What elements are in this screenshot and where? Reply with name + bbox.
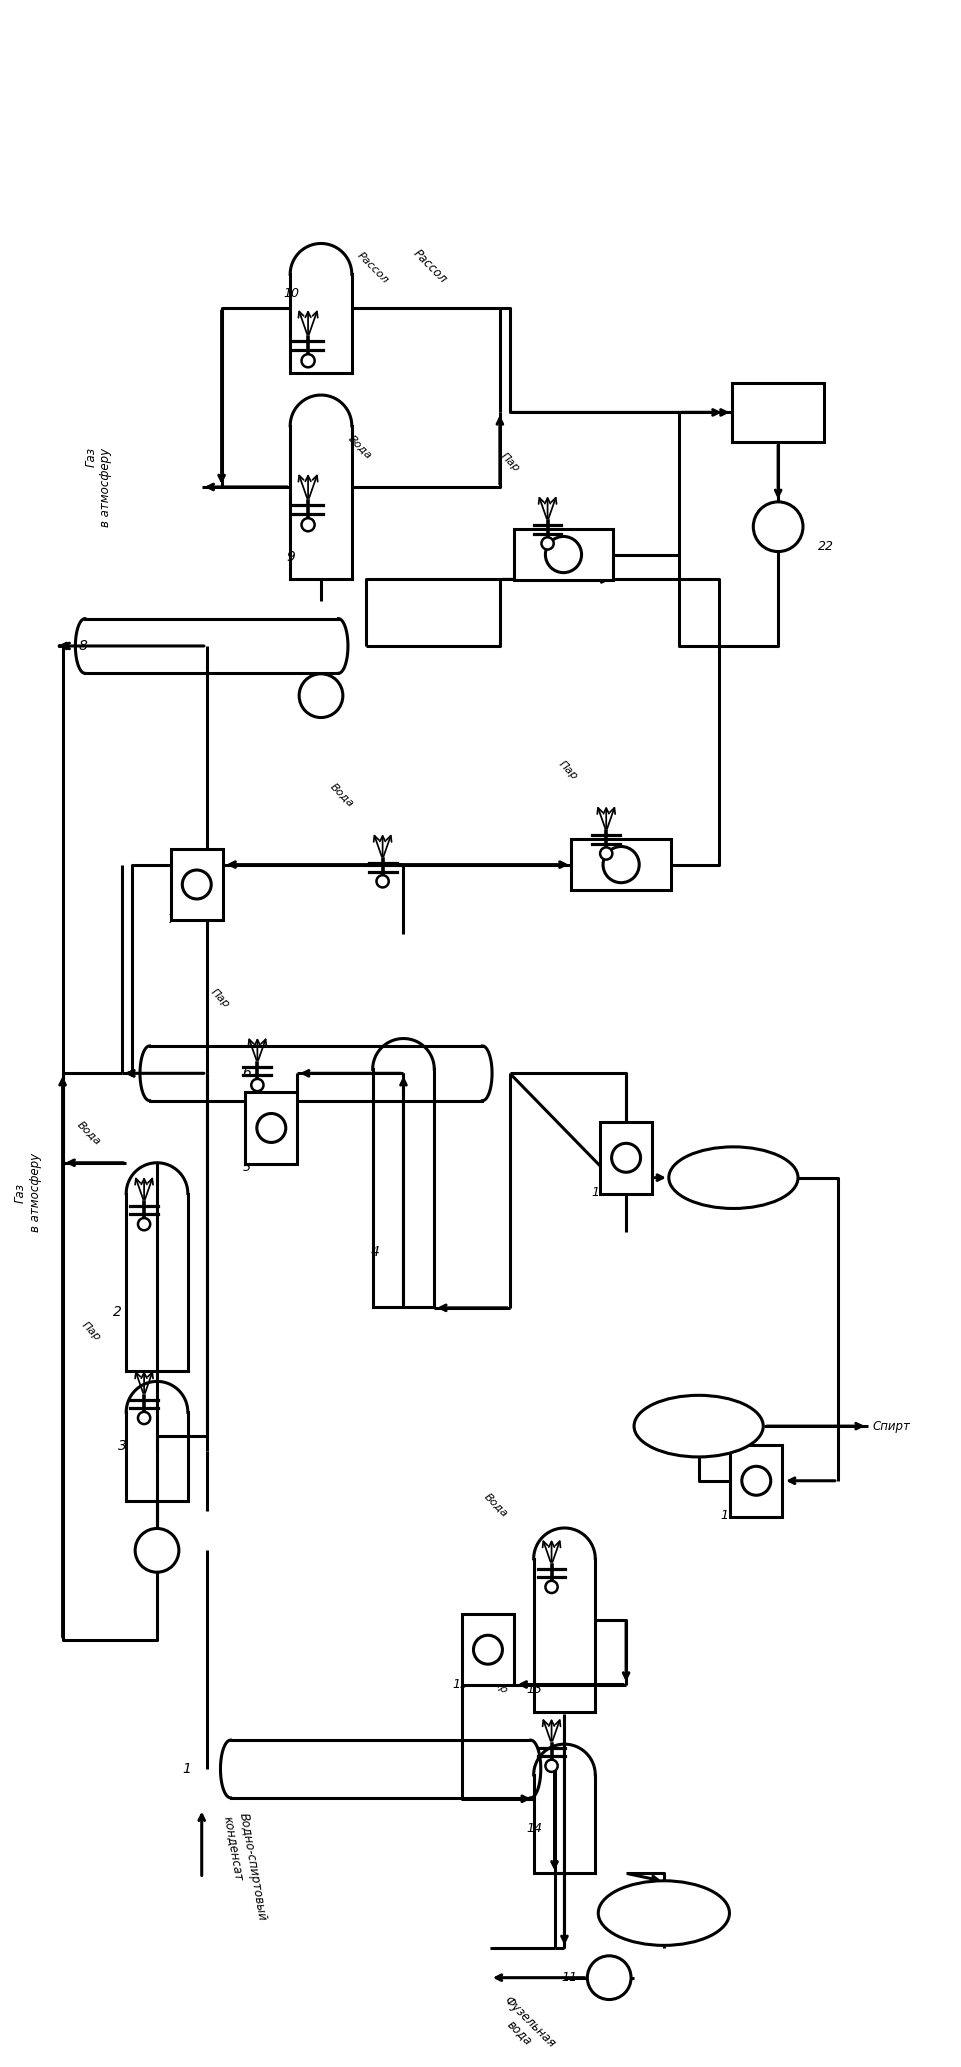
Circle shape	[753, 502, 803, 552]
Circle shape	[302, 519, 314, 531]
Text: Рассол: Рассол	[356, 250, 391, 285]
Text: 6: 6	[242, 1067, 251, 1081]
Text: 9: 9	[286, 550, 296, 564]
Text: 19: 19	[591, 1186, 607, 1199]
Text: 13: 13	[527, 1683, 543, 1697]
Circle shape	[302, 353, 314, 368]
Circle shape	[377, 874, 389, 887]
Circle shape	[183, 870, 211, 899]
Text: 3: 3	[118, 1439, 127, 1453]
Circle shape	[257, 1114, 285, 1143]
Text: Пар: Пар	[499, 451, 522, 473]
Bar	[373, 1038, 434, 1306]
Circle shape	[604, 847, 639, 883]
Bar	[601, 1122, 652, 1193]
Circle shape	[474, 1635, 503, 1664]
Bar	[171, 850, 223, 920]
Ellipse shape	[599, 1881, 729, 1945]
Text: Водно-спиртовый
конденсат: Водно-спиртовый конденсат	[222, 1813, 268, 1924]
Circle shape	[611, 1143, 641, 1172]
Bar	[290, 395, 352, 579]
Bar	[514, 529, 613, 581]
Text: 23: 23	[770, 405, 786, 420]
Text: Газ
в атмосферу: Газ в атмосферу	[85, 446, 112, 527]
Bar	[290, 244, 352, 372]
Text: Пар: Пар	[556, 759, 579, 781]
Text: 2: 2	[112, 1304, 122, 1319]
Text: 1: 1	[183, 1761, 191, 1776]
Text: Фузельная
вода: Фузельная вода	[491, 1995, 558, 2061]
Text: Рассол: Рассол	[410, 246, 450, 285]
Bar	[462, 1614, 514, 1685]
Text: 5: 5	[242, 1162, 251, 1174]
Circle shape	[546, 1581, 557, 1594]
Circle shape	[299, 674, 343, 717]
Circle shape	[541, 537, 554, 550]
Text: Вода: Вода	[482, 1492, 510, 1519]
Text: 16: 16	[691, 1420, 706, 1432]
Text: 17: 17	[721, 1509, 736, 1521]
Bar	[533, 1528, 595, 1711]
Circle shape	[600, 847, 612, 860]
Text: 7: 7	[168, 914, 176, 926]
Bar	[730, 1445, 782, 1517]
Text: 14: 14	[527, 1823, 543, 1835]
Bar	[85, 618, 338, 674]
Circle shape	[742, 1466, 771, 1494]
Ellipse shape	[669, 1147, 798, 1209]
Text: 10: 10	[283, 287, 299, 300]
Bar	[150, 1046, 482, 1100]
Text: 18: 18	[726, 1172, 742, 1184]
Circle shape	[587, 1955, 631, 1999]
Ellipse shape	[634, 1395, 763, 1457]
Circle shape	[546, 1759, 557, 1771]
Text: 11: 11	[561, 1972, 578, 1984]
Circle shape	[136, 1528, 179, 1573]
Text: Вода: Вода	[346, 434, 374, 461]
Text: 22: 22	[818, 539, 834, 554]
Text: 15: 15	[452, 1678, 468, 1691]
Text: 8: 8	[78, 639, 86, 653]
Bar	[126, 1381, 187, 1501]
Bar	[533, 1745, 595, 1873]
Text: Вода: Вода	[75, 1118, 103, 1147]
Circle shape	[138, 1412, 150, 1424]
Text: 12: 12	[655, 1906, 672, 1920]
Circle shape	[251, 1079, 263, 1091]
Text: Пар: Пар	[487, 1672, 510, 1695]
Text: Вода: Вода	[329, 781, 356, 808]
Text: Спирт: Спирт	[873, 1420, 910, 1432]
Text: 21: 21	[555, 548, 572, 560]
Text: Газ
в атмосферу: Газ в атмосферу	[13, 1153, 42, 1232]
Bar	[231, 1740, 530, 1798]
Text: Пар: Пар	[80, 1321, 103, 1344]
Circle shape	[138, 1217, 150, 1230]
Text: Пар: Пар	[209, 988, 232, 1011]
Bar	[572, 839, 671, 891]
Bar	[245, 1091, 297, 1164]
Text: 20: 20	[613, 858, 629, 870]
Circle shape	[546, 537, 581, 573]
Bar	[126, 1164, 187, 1372]
Bar	[732, 382, 824, 442]
Text: 4: 4	[371, 1244, 381, 1259]
